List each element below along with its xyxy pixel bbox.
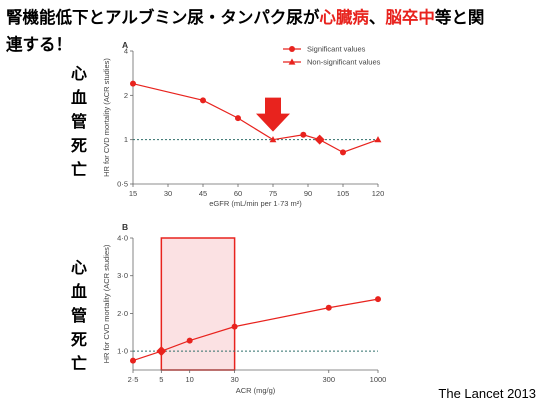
panel-b-point-significant	[130, 357, 136, 364]
panel-a-point-significant	[235, 115, 241, 122]
legend-nonsignificant-marker	[288, 58, 296, 65]
panel-b-x-tick-label: 1000	[370, 375, 387, 384]
panel-a-y-tick-label: 0·5	[117, 180, 128, 189]
side-label-b-char: 血	[70, 282, 87, 301]
legend-significant-marker	[289, 46, 295, 52]
legend-significant-label: Significant values	[307, 45, 366, 54]
panel-a-x-tick-label: 45	[199, 189, 207, 198]
side-label-b: 心 血 管 死 亡	[64, 256, 94, 376]
panel-b-highlight-box	[160, 237, 236, 371]
panel-b-point-significant	[231, 323, 238, 330]
side-label-b-char: 管	[70, 306, 87, 325]
panel-b-y-tick-label: 2·0	[117, 309, 128, 318]
panel-a-point-nonsignificant	[269, 136, 277, 143]
legend-nonsignificant-label: Non-significant values	[307, 58, 381, 67]
panel-b-x-tick-label: 30	[230, 375, 238, 384]
panel-b-y-tick-label: 3·0	[117, 271, 128, 280]
panel-a-x-tick-label: 75	[269, 189, 277, 198]
panel-b-x-tick-label: 5	[159, 375, 163, 384]
side-label-a: 心 血 管 死 亡	[64, 62, 94, 182]
panel-a-point-nonsignificant	[374, 136, 382, 143]
panel-a-x-tick-label: 90	[304, 189, 312, 198]
panel-a-x-tick-label: 30	[164, 189, 172, 198]
panel-a-point-significant	[130, 80, 136, 87]
panel-a-x-tick-label: 105	[337, 189, 350, 198]
panel-b-x-tick-label: 2·5	[128, 375, 139, 384]
side-label-b-char: 心	[70, 258, 87, 277]
panel-a-y-tick-label: 1	[124, 135, 128, 144]
title-separator: 、	[368, 8, 386, 27]
panel-b-y-axis-title: HR for CVD mortality (ACR studies)	[102, 244, 111, 363]
panel-a-x-tick-label: 60	[234, 189, 242, 198]
title-text-2: 等と関	[434, 8, 485, 27]
side-label-b-char: 死	[70, 330, 87, 349]
title-text-3: 連する！	[6, 35, 72, 54]
panel-b-reference-point	[156, 346, 167, 357]
panel-a-y-tick-label: 4	[124, 47, 128, 56]
side-label-a-char: 死	[70, 136, 87, 155]
panel-a-arrow-marker	[256, 97, 290, 132]
panel-a-series-line	[132, 83, 379, 154]
panel-b-y-tick-label: 1·0	[117, 347, 128, 356]
panel-a-x-tick-label: 120	[372, 189, 385, 198]
panel-a-point-significant	[340, 149, 346, 156]
panel-b-point-significant	[186, 337, 193, 344]
panel-b-x-tick-label: 300	[323, 375, 336, 384]
page-title: 腎機能低下とアルブミン尿・タンパク尿が心臓病、脳卒中等と関 連する！	[6, 4, 546, 58]
side-label-a-char: 心	[70, 64, 87, 83]
title-highlight-stroke: 脳卒中	[385, 8, 435, 27]
source-credit: The Lancet 2013	[438, 386, 536, 401]
side-label-a-char: 亡	[70, 160, 87, 179]
title-text-1: 腎機能低下とアルブミン尿・タンパク尿が	[6, 8, 320, 27]
panel-b-x-tick-label: 10	[186, 375, 194, 384]
panel-b-y-tick-label: 4·0	[117, 234, 128, 243]
title-highlight-heart: 心臓病	[319, 8, 369, 27]
panel-a-x-axis-title: eGFR (mL/min per 1·73 m²)	[209, 199, 302, 208]
panel-b-point-significant	[375, 296, 381, 303]
panel-a-label: A	[122, 40, 128, 50]
panel-b-label: B	[122, 222, 128, 232]
side-label-a-char: 血	[70, 88, 87, 107]
panel-a-point-significant	[300, 131, 307, 138]
panel-a-y-tick-label: 2	[124, 91, 128, 100]
side-label-a-char: 管	[70, 112, 87, 131]
panel-b-x-axis-title: ACR (mg/g)	[236, 386, 276, 395]
panel-a-y-axis-title: HR for CVD mortality (ACR studies)	[102, 58, 111, 177]
panel-a-point-significant	[200, 97, 206, 104]
panel-b-series-line	[132, 298, 379, 362]
side-label-b-char: 亡	[70, 354, 87, 373]
panel-a-x-tick-label: 15	[129, 189, 137, 198]
panel-a-reference-point	[314, 134, 325, 145]
panel-b-point-significant	[325, 304, 332, 311]
